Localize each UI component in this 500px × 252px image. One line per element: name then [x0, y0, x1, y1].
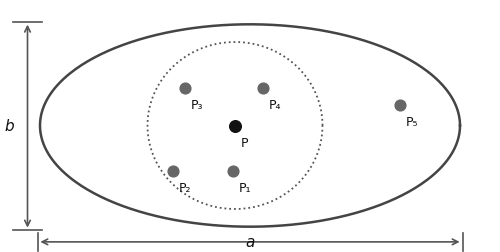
Point	[396, 104, 404, 108]
Point	[231, 124, 239, 128]
Point	[258, 86, 266, 90]
Text: P₃: P₃	[191, 98, 203, 111]
Text: P: P	[241, 136, 248, 149]
Text: a: a	[246, 235, 254, 249]
Text: b: b	[4, 118, 14, 134]
Point	[181, 86, 189, 90]
Point	[168, 169, 176, 173]
Text: P₁: P₁	[238, 181, 251, 194]
Text: P₅: P₅	[406, 116, 418, 129]
Point	[228, 169, 236, 173]
Text: P₂: P₂	[178, 181, 191, 194]
Text: P₄: P₄	[268, 98, 281, 111]
